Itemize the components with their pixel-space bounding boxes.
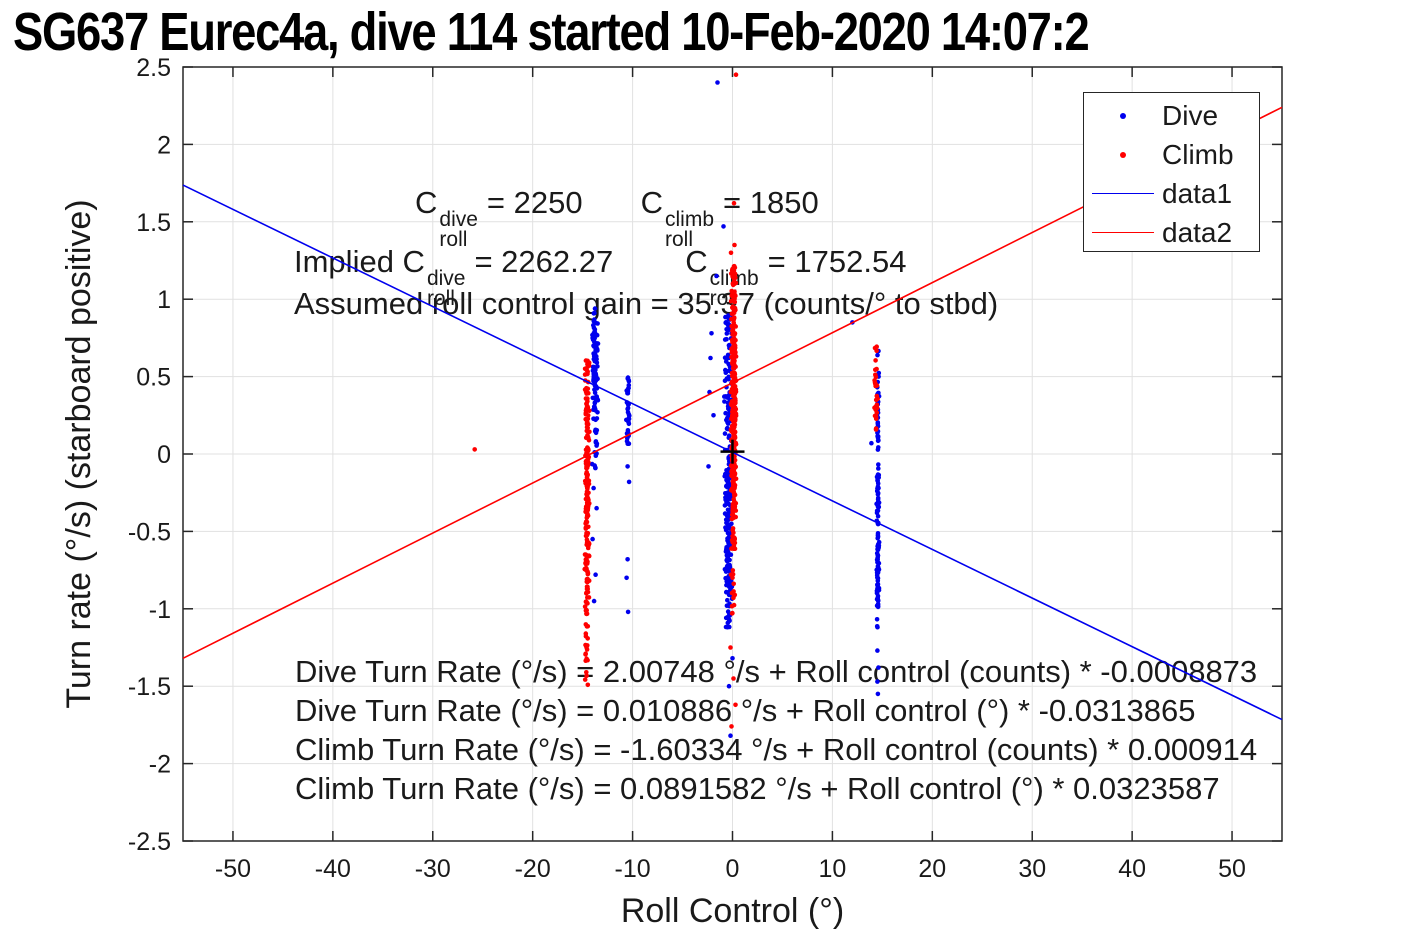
implied-croll-dive-supsub: dive roll [426, 267, 466, 310]
scatter-points-dive-cluster-neg13.8 [589, 306, 601, 604]
dive-dot-swatch [1120, 112, 1126, 119]
implied-prefix: Implied [294, 244, 403, 279]
equation-climb-counts: Climb Turn Rate (°/s) = -1.60334 °/s + R… [295, 732, 1258, 767]
legend-item-data2: data2 [1084, 213, 1259, 252]
svg-text:20: 20 [918, 855, 946, 883]
y-tick-labels: -2.5 -2 -1.5 -1 -0.5 0 0.5 1 1.5 2 2.5 [128, 54, 171, 856]
scatter-points-dive-cluster-0 [706, 80, 736, 738]
equation-climb-degrees: Climb Turn Rate (°/s) = 0.0891582 °/s + … [295, 771, 1220, 806]
x-tick-labels: -50 -40 -30 -20 -10 0 10 20 30 40 50 [215, 855, 1246, 883]
svg-text:-10: -10 [615, 855, 651, 883]
scatter-points-climb-cluster-neg14.5 [582, 358, 592, 688]
implied-croll-climb-symbol: C [685, 244, 708, 279]
svg-text:50: 50 [1218, 855, 1246, 883]
svg-text:-30: -30 [415, 855, 451, 883]
svg-text:-0.5: -0.5 [128, 518, 171, 546]
legend-label-data1: data1 [1162, 177, 1233, 209]
svg-text:-40: -40 [315, 855, 351, 883]
legend: Dive Climb data1 data2 [1083, 92, 1260, 252]
equation-dive-counts: Dive Turn Rate (°/s) = 2.00748 °/s + Rol… [295, 654, 1258, 689]
implied-croll-dive-symbol: C [402, 244, 425, 279]
legend-item-climb: Climb [1084, 135, 1259, 174]
legend-item-dive: Dive [1084, 96, 1259, 135]
figure-title: SG637 Eurec4a, dive 114 started 10-Feb-2… [13, 2, 1090, 62]
origin-plus-marker [720, 439, 745, 464]
svg-text:40: 40 [1118, 855, 1146, 883]
legend-label-data2: data2 [1162, 216, 1233, 248]
svg-text:0: 0 [726, 855, 740, 883]
svg-text:0.5: 0.5 [136, 364, 171, 392]
implied-croll-climb-value: = 1752.54 [767, 244, 907, 279]
svg-text:-20: -20 [515, 855, 551, 883]
croll-dive-value: = 2250 [486, 185, 583, 220]
svg-text:1.5: 1.5 [136, 209, 171, 237]
annotation-roll-gain: Assumed roll control gain = 35.37 (count… [294, 286, 999, 321]
svg-text:1: 1 [157, 286, 171, 314]
svg-text:-2.5: -2.5 [128, 828, 171, 856]
croll-climb-symbol: C [640, 185, 663, 220]
data2-line-swatch [1092, 232, 1154, 233]
svg-text:30: 30 [1018, 855, 1046, 883]
equation-dive-degrees: Dive Turn Rate (°/s) = 0.010886 °/s + Ro… [295, 693, 1196, 728]
scatter-points-climb-cluster-0 [728, 72, 739, 729]
climb-dot-swatch [1120, 151, 1126, 158]
svg-text:2.5: 2.5 [136, 54, 171, 82]
svg-text:0: 0 [157, 441, 171, 469]
croll-dive-supsub: dive roll [439, 208, 478, 251]
svg-text:-50: -50 [215, 855, 251, 883]
croll-dive-symbol: C [415, 185, 438, 220]
croll-climb-value: = 1850 [723, 185, 819, 220]
y-axis-label: Turn rate (°/s) (starboard positive) [60, 199, 98, 708]
svg-text:-2: -2 [149, 751, 171, 779]
svg-text:-1: -1 [149, 596, 171, 624]
data1-line-swatch [1092, 193, 1154, 194]
svg-text:10: 10 [819, 855, 847, 883]
implied-croll-dive-value: = 2262.27 [474, 244, 614, 279]
plot-box [182, 66, 1283, 842]
legend-label-climb: Climb [1162, 138, 1234, 170]
x-axis-label: Roll Control (°) [621, 892, 844, 930]
scatter-points-climb-outlier [472, 447, 478, 452]
svg-text:-1.5: -1.5 [128, 673, 171, 701]
svg-text:2: 2 [157, 131, 171, 159]
scatter-points-dive-cluster-neg10.5 [624, 375, 632, 615]
legend-item-data1: data1 [1084, 174, 1259, 213]
legend-label-dive: Dive [1162, 99, 1219, 131]
croll-climb-supsub: climb roll [665, 208, 715, 251]
scatter-points-climb-cluster-14.4 [872, 344, 880, 432]
